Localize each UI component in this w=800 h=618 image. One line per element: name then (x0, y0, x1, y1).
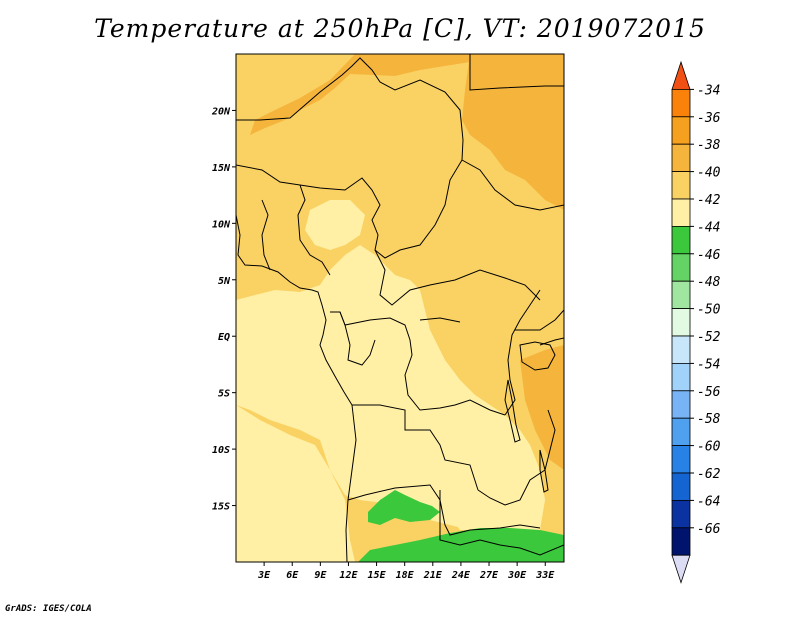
colorbar-label: -34 (697, 83, 720, 98)
temperature-field (236, 54, 564, 562)
y-tick-label: 5N (218, 276, 231, 287)
colorbar-segment (671, 143, 691, 172)
lake-victoria (519, 341, 556, 371)
colorbar-label: -62 (697, 467, 721, 482)
border-zambia (477, 409, 556, 506)
y-tick-label: 15N (212, 163, 231, 174)
x-tick-label: 30E (507, 570, 527, 581)
x-tick-label: 18E (396, 570, 415, 581)
border-botswana (439, 490, 564, 556)
colorbar-segment (671, 308, 691, 337)
x-tick-label: 6E (286, 570, 299, 581)
y-tick-label: 10S (212, 445, 230, 456)
lake-malawi (539, 449, 549, 493)
x-tick-label: 21E (423, 570, 443, 581)
map-frame (235, 53, 565, 563)
x-tick-label: 9E (314, 570, 327, 581)
y-tick-label: 15S (212, 502, 230, 513)
colorbar-label: -60 (697, 440, 721, 455)
field-level-42-44-west (236, 245, 545, 530)
colorbar-segment (671, 499, 691, 529)
colorbar-segment (671, 89, 691, 118)
lake-tanganyika (504, 379, 521, 443)
colorbar-label: -58 (697, 412, 721, 427)
colorbar: -34 -36 -38 -40 -42 -44 -46 -48 -50 -52 -54 -56 -58 -… (671, 60, 721, 584)
colorbar-label: -56 (697, 385, 721, 400)
border-namibia (347, 484, 541, 536)
colorbar-label: -50 (697, 303, 721, 318)
field-level-42-44-nigeria (305, 200, 365, 250)
y-tick-label: EQ (218, 332, 230, 343)
y-tick-label: 5S (218, 389, 230, 400)
x-tick-label: 33E (535, 570, 555, 581)
y-tick-label: 10N (212, 219, 231, 230)
colorbar-bottom-arrow (671, 554, 691, 584)
colorbar-segment (671, 417, 691, 447)
colorbar-label: -38 (697, 138, 721, 153)
border-sahel (236, 159, 564, 259)
x-tick-label: 12E (339, 570, 358, 581)
colorbar-segment (671, 390, 691, 419)
border-nigeria (297, 184, 331, 276)
field-level-38-40-north (250, 54, 470, 135)
y-tick-label: 20N (211, 106, 231, 117)
colorbar-segment (671, 445, 691, 474)
x-tick-label: 24E (451, 570, 471, 581)
river-congo (419, 317, 461, 323)
border-uganda (515, 309, 564, 331)
colorbar-label: -36 (697, 111, 721, 126)
x-tick-label: 15E (368, 570, 387, 581)
border-drc-east (504, 289, 541, 416)
colorbar-label: -64 (697, 494, 720, 509)
field-level-38-40-east (462, 54, 564, 210)
field-level-44-46-botswana (368, 490, 440, 525)
border-sahara-north (236, 57, 464, 161)
colorbar-label: -52 (697, 330, 721, 345)
colorbar-label: -66 (697, 522, 721, 537)
colorbar-segment (671, 253, 691, 282)
colorbar-segment (671, 171, 691, 200)
colorbar-segment (671, 280, 691, 310)
border-congo (339, 311, 506, 416)
country-borders (236, 54, 564, 562)
border-east (469, 54, 564, 91)
map-title: Temperature at 250hPa [C], VT: 201907201… (94, 14, 706, 43)
border-kenya (539, 337, 564, 346)
x-tick-label: 27E (479, 570, 499, 581)
border-gabon (330, 311, 376, 366)
y-axis: 20N 15N 10N 5N EQ 5S 10S 15S (211, 106, 236, 513)
border-west-small (261, 199, 271, 271)
colorbar-label: -54 (697, 357, 720, 372)
colorbar-segment (671, 362, 691, 392)
colorbar-segment (671, 527, 691, 556)
credit-text: GrADS: IGES/COLA (5, 604, 92, 614)
colorbar-label: -44 (697, 220, 720, 235)
colorbar-top-arrow (671, 60, 691, 90)
coastline-west-africa (236, 214, 357, 562)
colorbar-segment (671, 335, 691, 364)
field-level-42-44-southwest (236, 405, 355, 562)
colorbar-label: -42 (697, 193, 721, 208)
border-chad-south (374, 249, 541, 306)
colorbar-segment (671, 225, 691, 255)
x-axis: 3E 6E 9E 12E 15E 18E 21E 24E 27E 30E 33E (257, 562, 555, 581)
x-tick-label: 3E (257, 570, 271, 581)
border-angola (352, 404, 479, 491)
colorbar-label: -48 (697, 275, 721, 290)
colorbar-segment (671, 116, 691, 145)
colorbar-segment (671, 198, 691, 227)
colorbar-segment (671, 472, 691, 501)
colorbar-label: -40 (697, 166, 721, 181)
colorbar-label: -46 (697, 248, 721, 263)
